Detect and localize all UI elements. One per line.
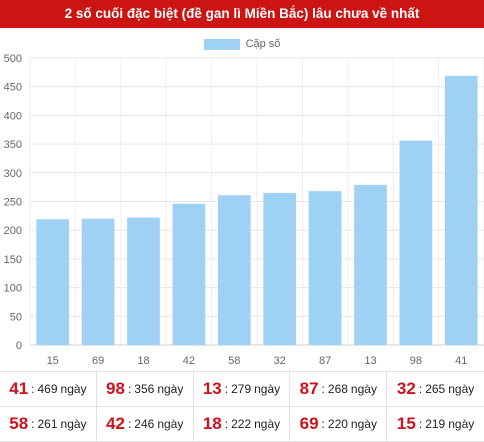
stat-number: 58 bbox=[9, 414, 29, 433]
stat-number: 13 bbox=[202, 379, 222, 398]
bar bbox=[399, 140, 433, 345]
stat-number: 42 bbox=[106, 414, 125, 433]
bar bbox=[308, 191, 342, 345]
stats-cell: 87:268 ngày bbox=[290, 372, 388, 406]
x-tick-label: 18 bbox=[137, 355, 149, 367]
y-tick-label: 350 bbox=[4, 139, 22, 151]
x-tick-label: 15 bbox=[47, 355, 59, 367]
chart-title: 2 số cuối đặc biệt (đề gan lì Miền Bắc) … bbox=[64, 6, 420, 21]
stat-unit: ngày bbox=[350, 417, 377, 431]
x-tick-label: 69 bbox=[92, 355, 104, 367]
stat-days: 222 bbox=[231, 417, 252, 431]
stat-number: 41 bbox=[9, 379, 29, 398]
stats-cell: 98:356 ngày bbox=[97, 372, 194, 406]
stat-unit: ngày bbox=[60, 417, 87, 431]
stats-table: 41:469 ngày 98:356 ngày 13:279 ngày 87:268 ngày… bbox=[0, 371, 484, 442]
stat-unit: ngày bbox=[60, 382, 87, 396]
x-tick-label: 41 bbox=[455, 355, 467, 367]
stats-cell: 42:246 ngày bbox=[97, 407, 194, 441]
stat-separator: : bbox=[321, 382, 325, 396]
stats-cell: 32:265 ngày bbox=[387, 372, 484, 406]
stat-days: 469 bbox=[37, 382, 58, 396]
x-tick-label: 32 bbox=[274, 355, 286, 367]
stat-days: 268 bbox=[327, 382, 348, 396]
x-tick-label: 87 bbox=[319, 355, 331, 367]
bar bbox=[81, 218, 115, 345]
stat-number: 87 bbox=[299, 379, 319, 398]
stat-number: 69 bbox=[299, 414, 319, 433]
stat-separator: : bbox=[224, 417, 229, 431]
y-tick-label: 450 bbox=[4, 82, 22, 94]
y-tick-label: 0 bbox=[16, 340, 22, 352]
stat-separator: : bbox=[31, 417, 35, 431]
stat-days: 219 bbox=[425, 417, 446, 431]
stat-number: 98 bbox=[106, 379, 125, 398]
bar bbox=[172, 203, 206, 345]
y-tick-label: 50 bbox=[10, 311, 22, 323]
y-tick-label: 500 bbox=[4, 53, 22, 65]
legend-label: Cặp số bbox=[245, 38, 281, 50]
stat-separator: : bbox=[31, 382, 35, 396]
stat-days: 261 bbox=[37, 417, 58, 431]
stats-cell: 69:220 ngày bbox=[290, 407, 388, 441]
stat-days: 265 bbox=[425, 382, 446, 396]
y-tick-label: 100 bbox=[4, 283, 22, 295]
stat-separator: : bbox=[418, 417, 423, 431]
stat-unit: ngày bbox=[448, 417, 475, 431]
stat-unit: ngày bbox=[157, 382, 184, 396]
legend-swatch bbox=[203, 38, 240, 50]
stat-number: 18 bbox=[202, 414, 222, 433]
stat-unit: ngày bbox=[448, 382, 475, 396]
stats-cell: 41:469 ngày bbox=[0, 372, 97, 406]
x-tick-label: 58 bbox=[228, 355, 240, 367]
stats-cell: 58:261 ngày bbox=[0, 407, 97, 441]
y-tick-label: 150 bbox=[4, 254, 22, 266]
stats-row: 58:261 ngày 42:246 ngày 18:222 ngày 69:220 ngày… bbox=[0, 407, 484, 442]
chart-legend[interactable]: Cặp số bbox=[0, 36, 484, 52]
stats-row: 41:469 ngày 98:356 ngày 13:279 ngày 87:268 ngày… bbox=[0, 372, 484, 407]
stat-number: 15 bbox=[396, 414, 416, 433]
stat-separator: : bbox=[127, 417, 132, 431]
stat-number: 32 bbox=[396, 379, 416, 398]
stat-days: 356 bbox=[134, 382, 155, 396]
bar bbox=[263, 192, 297, 345]
bar bbox=[354, 184, 387, 345]
stat-separator: : bbox=[418, 382, 423, 396]
stat-separator: : bbox=[127, 382, 132, 396]
stat-unit: ngày bbox=[350, 382, 377, 396]
stat-unit: ngày bbox=[254, 417, 281, 431]
stats-cell: 13:279 ngày bbox=[194, 372, 291, 406]
chart-header: 2 số cuối đặc biệt (đề gan lì Miền Bắc) … bbox=[0, 0, 484, 28]
y-tick-label: 300 bbox=[4, 168, 22, 180]
stat-days: 279 bbox=[231, 382, 252, 396]
stats-cell: 18:222 ngày bbox=[194, 407, 291, 441]
y-tick-label: 400 bbox=[4, 110, 22, 122]
stat-days: 246 bbox=[134, 417, 155, 431]
bar bbox=[444, 75, 478, 345]
y-tick-label: 250 bbox=[4, 197, 22, 209]
stat-unit: ngày bbox=[254, 382, 281, 396]
bar bbox=[36, 219, 70, 345]
stat-separator: : bbox=[321, 417, 325, 431]
x-tick-label: 42 bbox=[183, 355, 195, 367]
x-tick-label: 98 bbox=[410, 355, 422, 367]
stats-cell: 15:219 ngày bbox=[387, 407, 484, 441]
bar-chart: 0 50 100 150 200 250 300 350 400 450 500 15 69 18 42 58… bbox=[4, 53, 484, 367]
y-tick-label: 200 bbox=[4, 225, 22, 237]
bar bbox=[217, 195, 251, 345]
bar bbox=[127, 217, 160, 345]
x-tick-label: 13 bbox=[364, 355, 376, 367]
stat-unit: ngày bbox=[157, 417, 184, 431]
stat-days: 220 bbox=[327, 417, 348, 431]
stat-separator: : bbox=[224, 382, 229, 396]
